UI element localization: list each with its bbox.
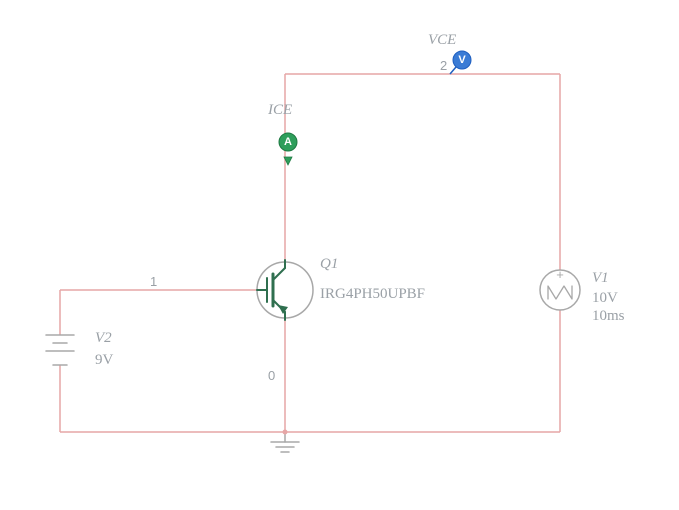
wire-net	[60, 74, 560, 432]
v2-name-label: V2	[95, 330, 112, 346]
junction-dot	[283, 430, 288, 435]
v1-param-0: 10V	[592, 290, 618, 306]
v1-polarity-plus: +	[556, 267, 564, 282]
current-probe-ice[interactable]: A	[279, 133, 297, 165]
probe-v-letter: V	[458, 54, 466, 66]
dc-source-v2[interactable]	[46, 335, 74, 365]
probe-ice-label: ICE	[267, 102, 292, 118]
node-0-label: 0	[268, 368, 275, 383]
voltage-probe-vce[interactable]: V	[450, 51, 471, 74]
q1-name-label: Q1	[320, 256, 338, 272]
v2-value-label: 9V	[95, 352, 114, 368]
probe-a-letter: A	[284, 136, 292, 148]
node-1-label: 1	[150, 274, 157, 289]
ground-symbol	[271, 432, 299, 452]
probe-vce-label: VCE	[428, 32, 456, 48]
pulse-source-v1[interactable]: +	[540, 267, 580, 310]
q1-model-label: IRG4PH50UPBF	[320, 286, 425, 302]
v1-name-label: V1	[592, 270, 609, 286]
v1-param-1: 10ms	[592, 308, 625, 324]
node-2-label: 2	[440, 58, 447, 73]
igbt-q1[interactable]	[257, 260, 313, 320]
